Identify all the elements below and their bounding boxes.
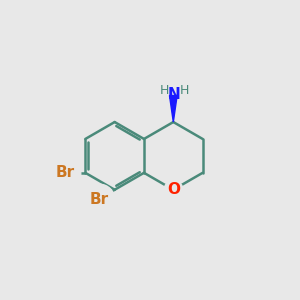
Text: O: O bbox=[167, 182, 180, 197]
Text: Br: Br bbox=[55, 165, 74, 180]
Text: H: H bbox=[180, 84, 189, 97]
Polygon shape bbox=[169, 95, 177, 122]
Text: Br: Br bbox=[90, 192, 109, 207]
Text: H: H bbox=[160, 84, 169, 97]
Text: N: N bbox=[168, 87, 181, 102]
